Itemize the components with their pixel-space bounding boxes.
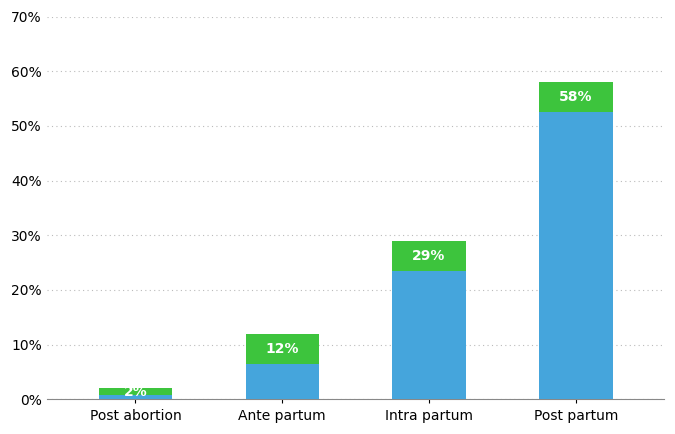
- Bar: [99, 388, 172, 395]
- Text: 29%: 29%: [412, 249, 446, 263]
- Bar: [539, 112, 612, 399]
- Text: 58%: 58%: [559, 90, 593, 104]
- Bar: [392, 271, 466, 399]
- Text: 12%: 12%: [265, 342, 299, 355]
- Bar: [99, 395, 172, 399]
- Bar: [246, 334, 319, 364]
- Bar: [539, 82, 612, 112]
- Bar: [392, 241, 466, 271]
- Bar: [246, 364, 319, 399]
- Text: 2%: 2%: [124, 385, 147, 398]
